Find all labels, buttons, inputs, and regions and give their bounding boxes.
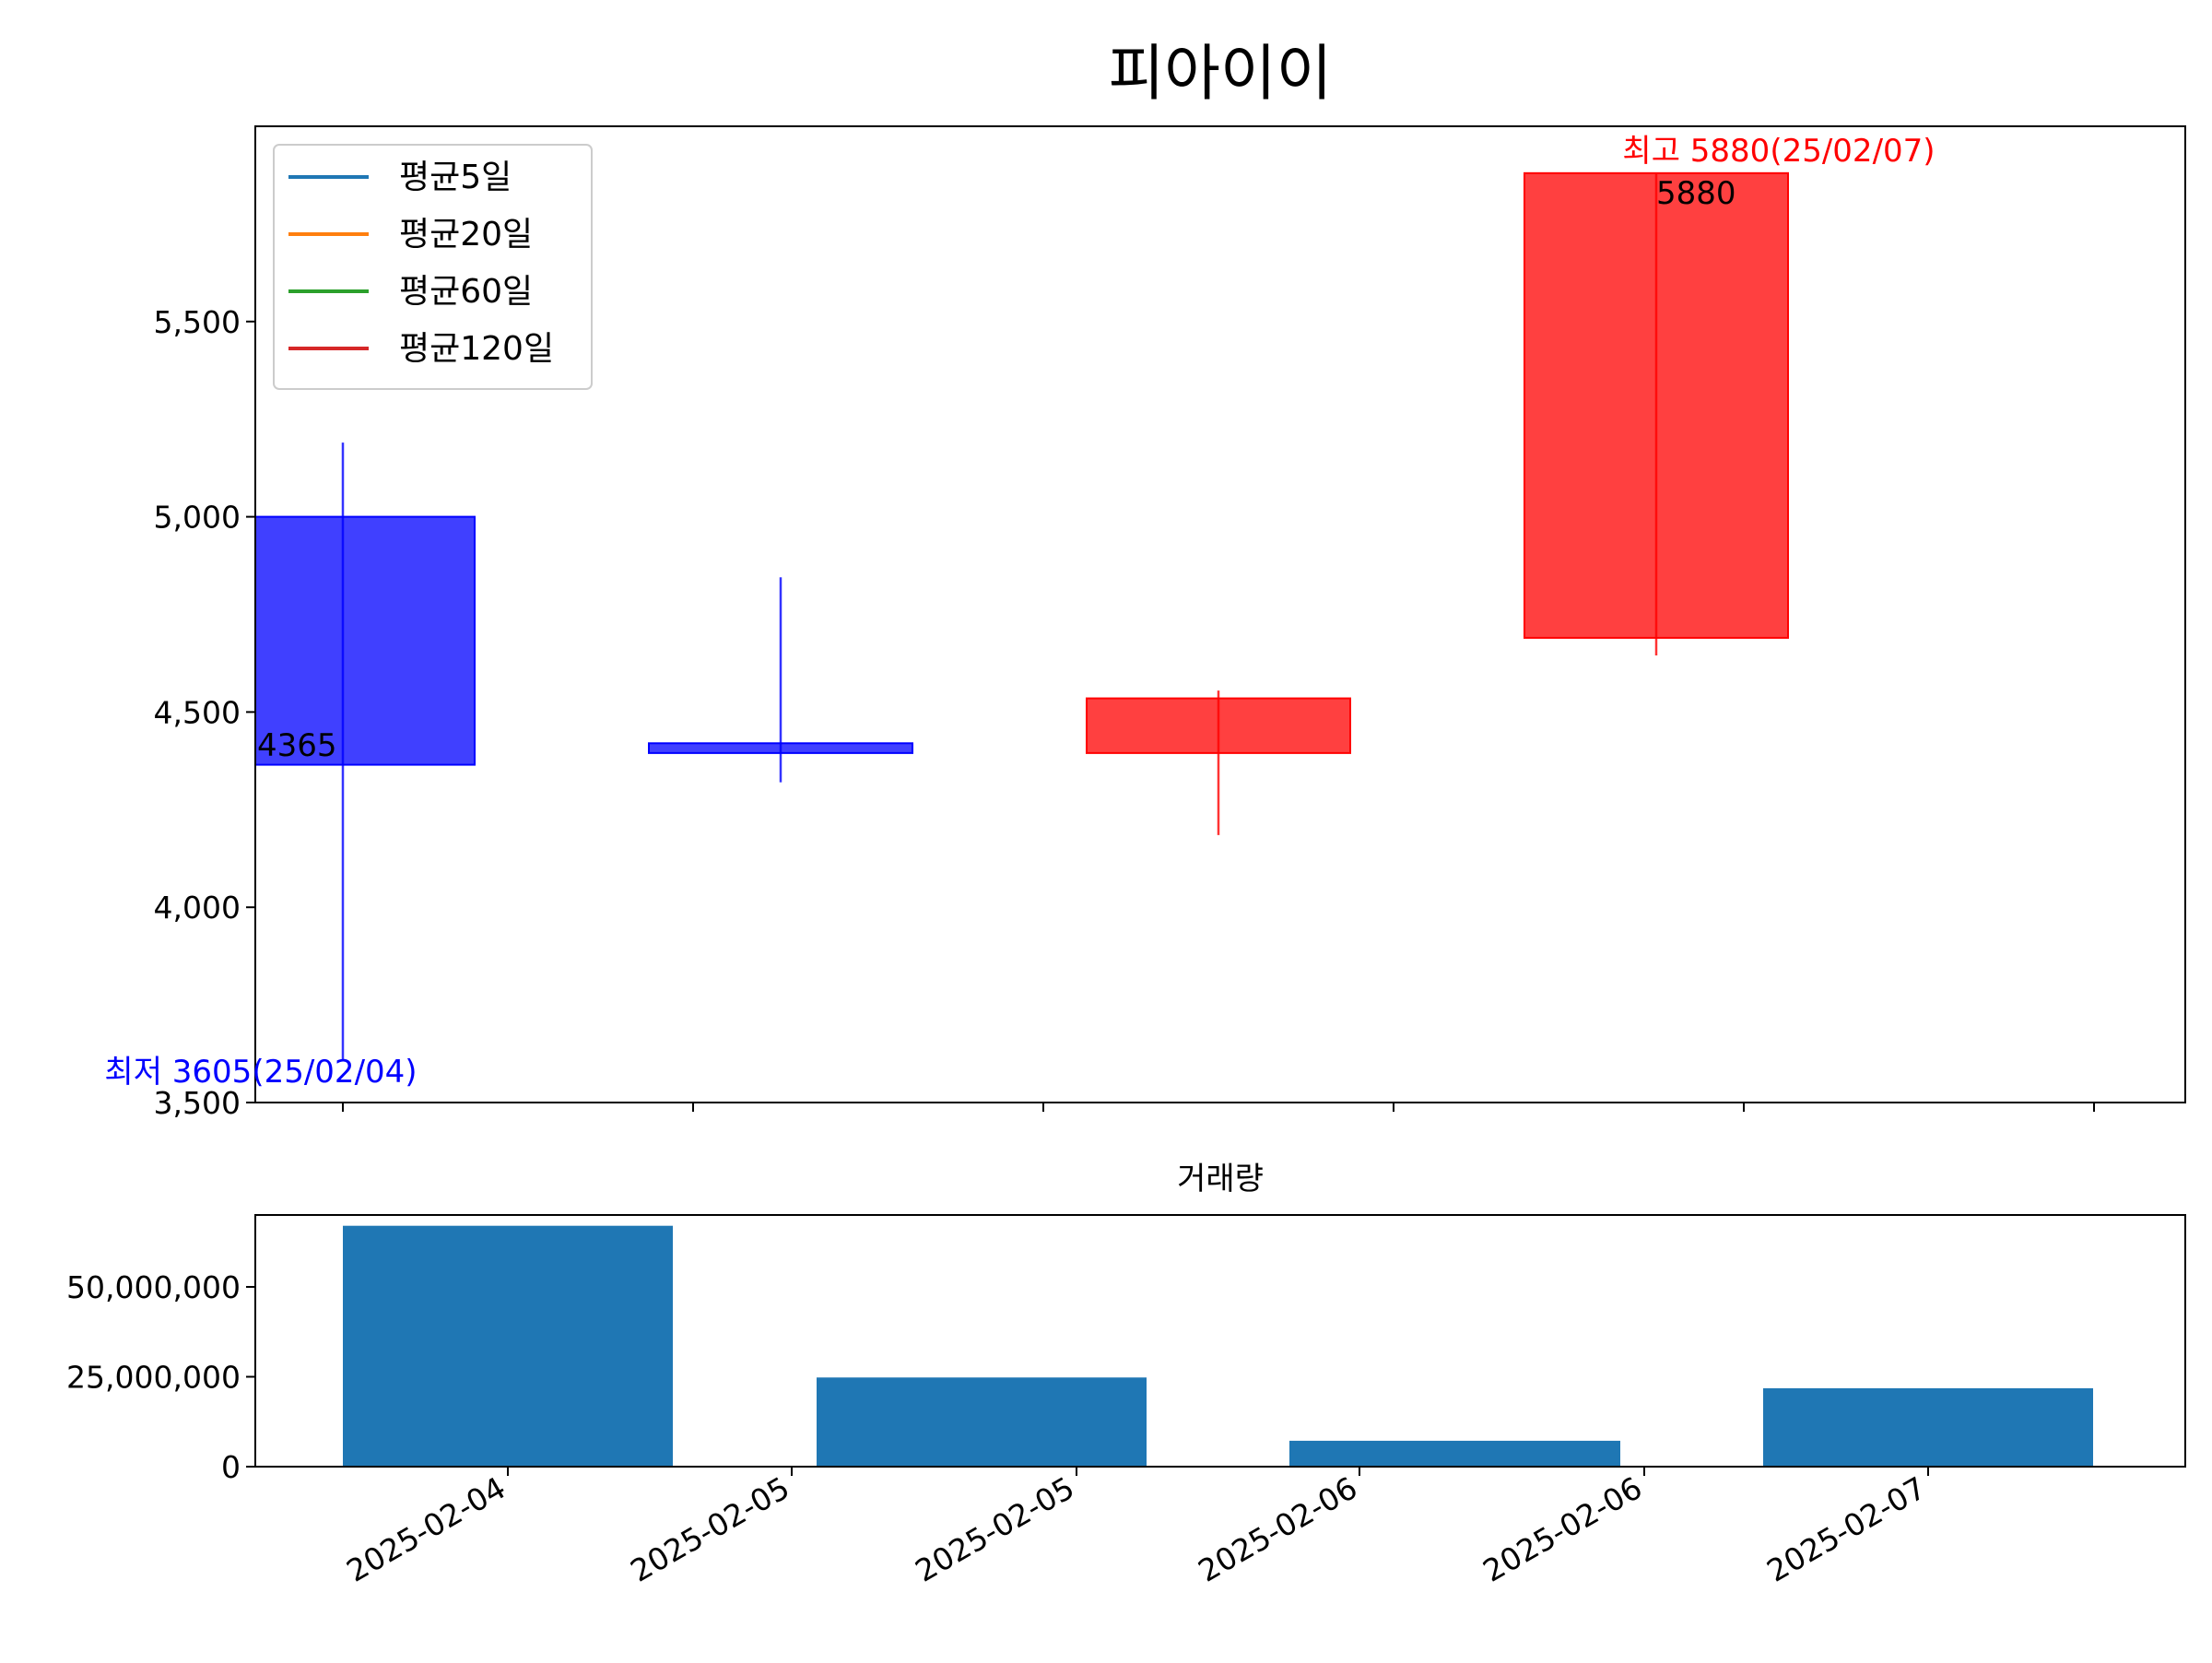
price-ytick-label: 5,000	[154, 500, 241, 536]
price-plot-frame	[254, 125, 2186, 1103]
price-ytick-label: 4,000	[154, 890, 241, 926]
volume-plot-frame	[254, 1214, 2186, 1468]
price-ytick-label: 5,500	[154, 304, 241, 340]
volume-xtick-label: 2025-02-07	[1760, 1469, 1932, 1589]
volume-xtick-label: 2025-02-05	[624, 1469, 795, 1589]
volume-ytick-label: 0	[221, 1449, 241, 1485]
volume-xtick-label: 2025-02-05	[909, 1469, 1080, 1589]
volume-bar	[1763, 1387, 2093, 1467]
volume-xtick-label: 2025-02-04	[340, 1469, 512, 1589]
candle-body-2025-02-07	[1524, 171, 1789, 639]
legend-label-3: 평균120일	[399, 330, 554, 368]
volume-ytick-label: 50,000,000	[66, 1269, 241, 1305]
price-ytick-label: 4,500	[154, 694, 241, 730]
candle-body-2025-02-05	[648, 742, 913, 754]
legend-label-2: 평균60일	[399, 273, 533, 311]
volume-bar	[343, 1225, 673, 1467]
volume-ytick-label: 25,000,000	[66, 1360, 241, 1396]
price-ytick-label: 3,500	[154, 1085, 241, 1121]
low-price-annotation: 최저 3605(25/02/04)	[104, 1054, 417, 1091]
price-chart-title: 피아이이	[1109, 38, 1333, 109]
first-close-label: 4365	[257, 727, 337, 764]
volume-xtick-label: 2025-02-06	[1477, 1469, 1648, 1589]
volume-bar	[1289, 1440, 1620, 1467]
legend-label-0: 평균5일	[399, 159, 512, 196]
legend-box	[273, 144, 593, 390]
volume-chart-title: 거래량	[1177, 1161, 1264, 1197]
candle-body-2025-02-04	[254, 515, 476, 766]
volume-bar	[817, 1377, 1147, 1467]
high-price-annotation: 최고 5880(25/02/07)	[1622, 133, 1935, 170]
volume-xtick-label: 2025-02-06	[1192, 1469, 1363, 1589]
last-close-label: 5880	[1656, 175, 1736, 212]
candle-body-2025-02-06	[1086, 697, 1351, 754]
legend-label-1: 평균20일	[399, 216, 533, 254]
